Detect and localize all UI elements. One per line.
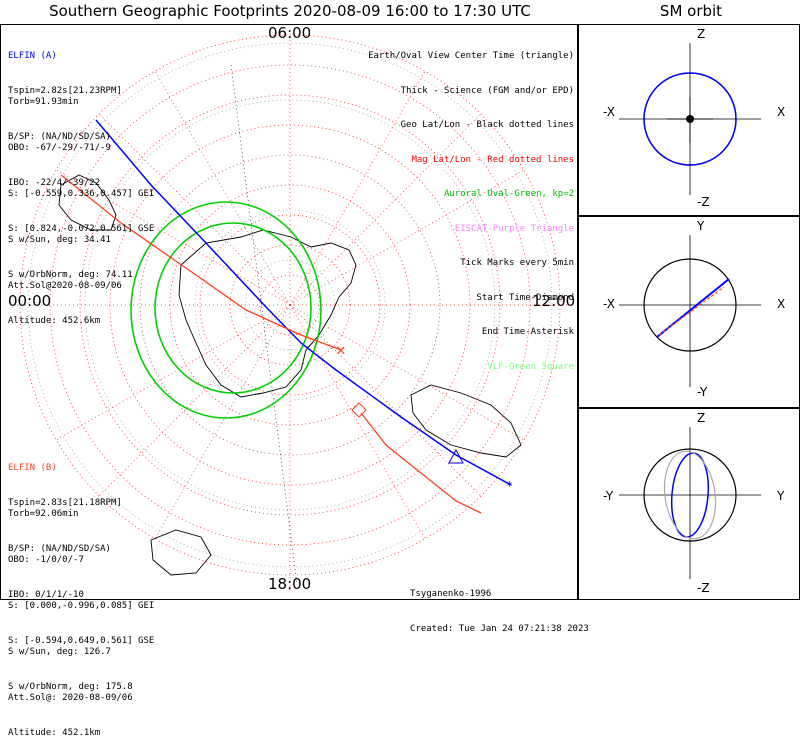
- sm-orbit-xy-panel: Y -Y -X X: [578, 216, 800, 408]
- time-label-right: 12:00: [532, 292, 576, 310]
- elfin-b-name: ELFIN (B): [8, 463, 57, 473]
- elfin-a-info: ELFIN (A) Tspin=2.82s[21.23RPM] Torb=91.9…: [8, 51, 155, 326]
- legend-entry: EISCAT-Purple Triangle: [454, 223, 574, 234]
- auroral-oval-outer: [130, 201, 322, 419]
- elfin-b-track-2: [360, 412, 482, 514]
- model-name: Tsyganenko-1996: [410, 589, 492, 599]
- sm-orbit-xz-panel: Z -Z -X X: [578, 24, 800, 216]
- footprint-map-panel: ✕ *: [0, 24, 578, 600]
- legend-entry: End Time-Asterisk: [481, 327, 574, 337]
- legend-entry: Earth/Oval View Center Time (triangle): [368, 51, 574, 61]
- elfin-a-center-triangle: [448, 448, 464, 464]
- auroral-oval-inner: [154, 222, 312, 394]
- sm-orbit-xz-plot: [619, 43, 761, 195]
- sm-orbit-yz-plot: [619, 427, 761, 579]
- elfin-b-info: ELFIN (B) Tspin=2.83s[21.18RPM] Torb=92.0…: [8, 463, 155, 738]
- plot-title: Southern Geographic Footprints 2020-08-0…: [49, 2, 531, 20]
- created-timestamp: Created: Tue Jan 24 07:21:38 2023: [410, 623, 589, 634]
- legend-entry: Start Time-Diamond: [476, 292, 574, 303]
- legend-entry: Mag Lat/Lon - Red dotted lines: [411, 154, 574, 165]
- time-label-left: 00:00: [8, 292, 52, 310]
- legend-entry: Auroral Oval-Green, kp=2: [443, 189, 574, 199]
- time-label-top: 06:00: [268, 24, 312, 42]
- elfin-b-start-diamond: [351, 402, 367, 418]
- legend-entry: Geo Lat/Lon - Black dotted lines: [400, 120, 574, 130]
- africa-coastline: [150, 529, 212, 576]
- time-label-bottom: 18:00: [268, 575, 312, 593]
- australia-coastline: [410, 384, 522, 458]
- sm-orbit-yz-panel: Z -Z -Y Y: [578, 408, 800, 600]
- legend-entry: Tick Marks every 5min: [460, 258, 574, 268]
- legend-entry: VLF-Green Square: [487, 361, 574, 372]
- legend: Earth/Oval View Center Time (triangle) T…: [368, 28, 574, 385]
- footer: Tsyganenko-1996 Created: Tue Jan 24 07:2…: [410, 566, 589, 647]
- sm-orbit-xy-plot: [619, 235, 761, 387]
- elfin-a-track: [95, 119, 512, 486]
- elfin-a-name: ELFIN (A): [8, 51, 57, 61]
- sm-orbit-title: SM orbit: [659, 2, 723, 20]
- antarctica-coastline: [178, 229, 357, 398]
- mag-lon-lines: [11, 35, 571, 590]
- legend-entry: Thick - Science (FGM and/or EPD): [400, 85, 574, 96]
- elfin-a-end-asterisk: *: [506, 479, 513, 493]
- geo-lon-line: [230, 64, 298, 586]
- south-america-coastline: [58, 174, 117, 231]
- elfin-b-track: [60, 174, 342, 351]
- footprint-map: ✕ *: [11, 34, 571, 590]
- elfin-b-end-asterisk: ✕: [336, 340, 346, 359]
